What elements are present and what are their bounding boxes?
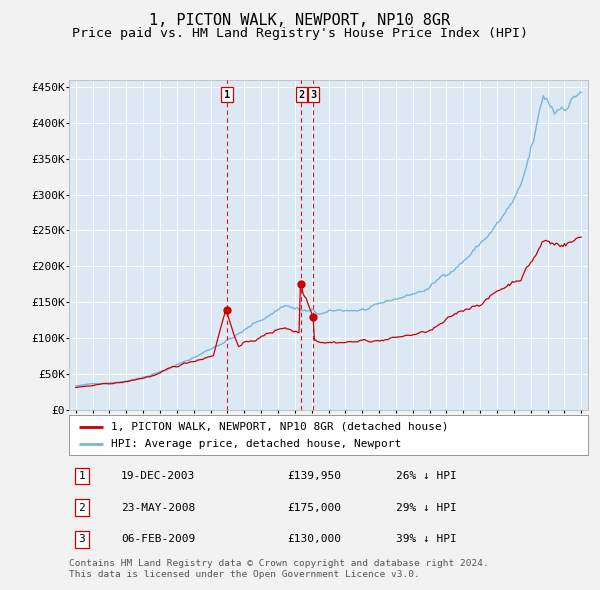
Text: 23-MAY-2008: 23-MAY-2008 <box>121 503 195 513</box>
Text: £130,000: £130,000 <box>287 535 341 545</box>
Text: 39% ↓ HPI: 39% ↓ HPI <box>396 535 457 545</box>
Text: £139,950: £139,950 <box>287 471 341 481</box>
Text: This data is licensed under the Open Government Licence v3.0.: This data is licensed under the Open Gov… <box>69 570 420 579</box>
Text: 1: 1 <box>79 471 85 481</box>
Text: 26% ↓ HPI: 26% ↓ HPI <box>396 471 457 481</box>
Text: 1: 1 <box>224 90 230 100</box>
Text: 1, PICTON WALK, NEWPORT, NP10 8GR (detached house): 1, PICTON WALK, NEWPORT, NP10 8GR (detac… <box>110 422 448 432</box>
Text: 1, PICTON WALK, NEWPORT, NP10 8GR: 1, PICTON WALK, NEWPORT, NP10 8GR <box>149 13 451 28</box>
Text: HPI: Average price, detached house, Newport: HPI: Average price, detached house, Newp… <box>110 439 401 449</box>
Text: 06-FEB-2009: 06-FEB-2009 <box>121 535 195 545</box>
Text: 3: 3 <box>79 535 85 545</box>
Text: £175,000: £175,000 <box>287 503 341 513</box>
Text: 3: 3 <box>310 90 316 100</box>
Text: Contains HM Land Registry data © Crown copyright and database right 2024.: Contains HM Land Registry data © Crown c… <box>69 559 489 568</box>
Text: Price paid vs. HM Land Registry's House Price Index (HPI): Price paid vs. HM Land Registry's House … <box>72 27 528 40</box>
Text: 2: 2 <box>298 90 304 100</box>
Text: 2: 2 <box>79 503 85 513</box>
Text: 29% ↓ HPI: 29% ↓ HPI <box>396 503 457 513</box>
Text: 19-DEC-2003: 19-DEC-2003 <box>121 471 195 481</box>
